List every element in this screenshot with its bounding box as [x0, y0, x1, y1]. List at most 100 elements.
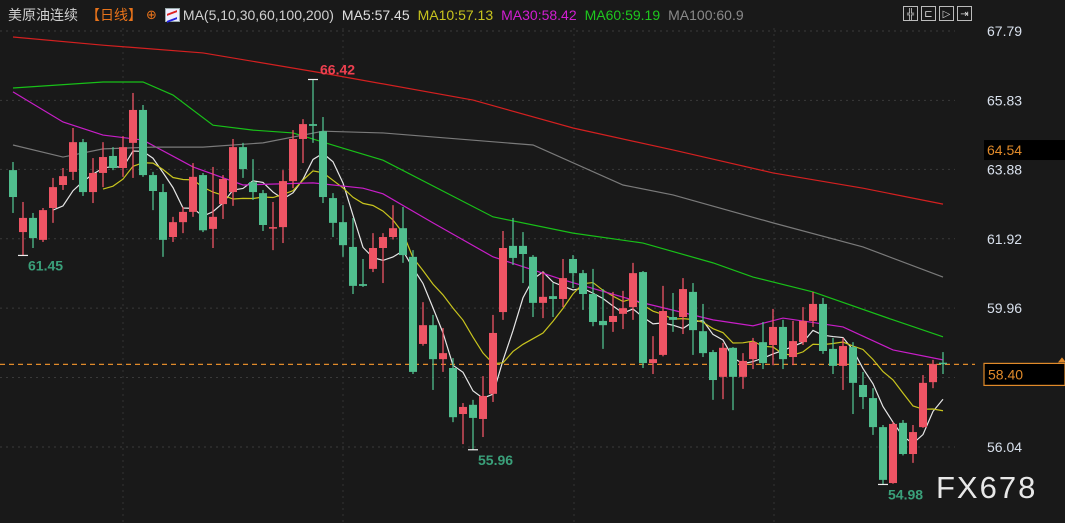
candle-body [889, 423, 897, 484]
candle-body [39, 210, 47, 240]
indicator-chart-icon[interactable] [164, 8, 180, 22]
candle [609, 291, 617, 332]
candle-body [269, 227, 277, 229]
candle [799, 307, 807, 345]
candle-body [59, 176, 67, 185]
last-price-box [983, 362, 1065, 386]
y-tick-label: 61.92 [987, 231, 1022, 247]
candle-body [339, 222, 347, 246]
candle [469, 399, 477, 450]
candle [939, 352, 947, 375]
candle-body [319, 131, 327, 198]
candle [459, 403, 467, 445]
candle-body [329, 198, 337, 223]
candle-body [409, 256, 417, 372]
candle-body [439, 353, 447, 360]
candle [139, 104, 147, 177]
candle-body [619, 308, 627, 314]
candle-body [639, 272, 647, 364]
candle [699, 303, 707, 358]
candle-body [89, 172, 97, 193]
candle [49, 177, 57, 223]
exit-icon[interactable]: ⇥ [957, 6, 972, 21]
candle-body [299, 124, 307, 139]
candle-body [519, 245, 527, 255]
candle [789, 320, 797, 366]
candle-body [429, 325, 437, 360]
candle [919, 375, 927, 428]
candle [539, 272, 547, 319]
price-arrow-icon [1058, 357, 1065, 363]
candle [209, 166, 217, 248]
candle [779, 319, 787, 370]
candle [839, 337, 847, 390]
ma60-value: MA60:59.19 [584, 7, 661, 23]
candle-body [9, 170, 17, 198]
candle-body [549, 296, 557, 299]
candle [529, 255, 537, 318]
symbol-name: 美原油连续 [8, 7, 78, 23]
candle-body [489, 332, 497, 394]
candle-body [29, 217, 37, 239]
candle-body [849, 347, 857, 383]
candle-body [899, 422, 907, 455]
ma200-line [12, 36, 944, 205]
y-tick-label: 59.96 [987, 300, 1022, 316]
y-axis: 67.79 65.83 63.88 61.92 59.96 56.04 64.54 58.40 [983, 23, 1065, 455]
candle [169, 216, 177, 242]
candle-body [669, 317, 677, 320]
candle [879, 424, 887, 485]
candle [329, 193, 337, 238]
y-tick-label: 65.83 [987, 92, 1022, 108]
candle-body [419, 325, 427, 344]
candle-body [389, 228, 397, 238]
candle-body [939, 362, 947, 365]
ma60-line [12, 81, 944, 338]
candle-body [579, 273, 587, 295]
period-selector[interactable]: 【日线】 [86, 7, 142, 23]
candle [749, 337, 757, 370]
chart-toolbar: ╬ ⊏ ▷ ⇥ [903, 6, 972, 21]
candle [39, 208, 47, 242]
candle-body [689, 291, 697, 331]
candle-body [259, 193, 267, 225]
candle-body [719, 347, 727, 377]
candle-body [239, 147, 247, 170]
range-icon[interactable]: ⊏ [921, 6, 936, 21]
candle-body [629, 273, 637, 308]
indicator-name[interactable]: MA(5,10,30,60,100,200) [182, 7, 334, 23]
candle-body [179, 211, 187, 223]
candle [439, 328, 447, 372]
play-icon[interactable]: ▷ [939, 6, 954, 21]
candle-body [219, 178, 227, 205]
candles [9, 79, 947, 485]
candle-body [859, 384, 867, 398]
high-price-label: 66.42 [320, 62, 355, 78]
candle [199, 172, 207, 233]
target-icon[interactable]: ⊕ [146, 7, 157, 22]
candle-body [249, 182, 257, 193]
ma100-line [12, 130, 944, 278]
candle [349, 217, 357, 295]
ma10-line [102, 162, 944, 412]
candle [249, 159, 257, 200]
candle-body [919, 382, 927, 428]
candle-body [769, 326, 777, 345]
candle [519, 232, 527, 284]
candle [99, 142, 107, 188]
candle [229, 138, 237, 206]
candle-body [729, 347, 737, 377]
candle [509, 217, 517, 265]
ma30-value: MA30:58.42 [501, 7, 577, 23]
candle [159, 183, 167, 257]
crosshair-icon[interactable]: ╬ [903, 6, 918, 21]
candle [479, 376, 487, 438]
watermark-logo: FX678 [936, 470, 1038, 505]
candle-body [309, 124, 317, 126]
candle [19, 201, 27, 256]
candle-body [479, 395, 487, 419]
candle [769, 308, 777, 366]
candle-body [779, 326, 787, 360]
candle-body [599, 320, 607, 326]
